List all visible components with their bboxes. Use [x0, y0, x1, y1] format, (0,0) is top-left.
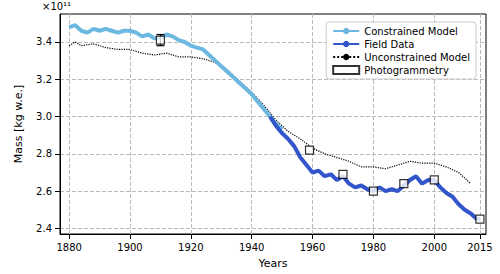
svg-text:Mass [kg w.e.]: Mass [kg w.e.] — [12, 85, 25, 163]
svg-text:2015: 2015 — [467, 242, 492, 253]
svg-text:3.4: 3.4 — [36, 36, 52, 47]
svg-text:3.2: 3.2 — [36, 74, 52, 85]
svg-text:1920: 1920 — [178, 242, 203, 253]
svg-text:1900: 1900 — [117, 242, 142, 253]
svg-text:3.0: 3.0 — [36, 111, 52, 122]
svg-text:Photogrammetry: Photogrammetry — [364, 65, 449, 76]
svg-text:×10¹¹: ×10¹¹ — [42, 1, 71, 12]
svg-text:1880: 1880 — [56, 242, 81, 253]
svg-text:2.8: 2.8 — [36, 148, 52, 159]
svg-text:1940: 1940 — [239, 242, 264, 253]
svg-text:Unconstrained Model: Unconstrained Model — [364, 52, 470, 63]
svg-text:Field Data: Field Data — [364, 39, 414, 50]
svg-text:2000: 2000 — [422, 242, 447, 253]
svg-text:2.6: 2.6 — [36, 186, 52, 197]
svg-text:2.4: 2.4 — [36, 223, 52, 234]
svg-text:Years: Years — [257, 257, 287, 270]
svg-text:Constrained Model: Constrained Model — [364, 26, 458, 37]
svg-text:1980: 1980 — [361, 242, 386, 253]
svg-text:1960: 1960 — [300, 242, 325, 253]
